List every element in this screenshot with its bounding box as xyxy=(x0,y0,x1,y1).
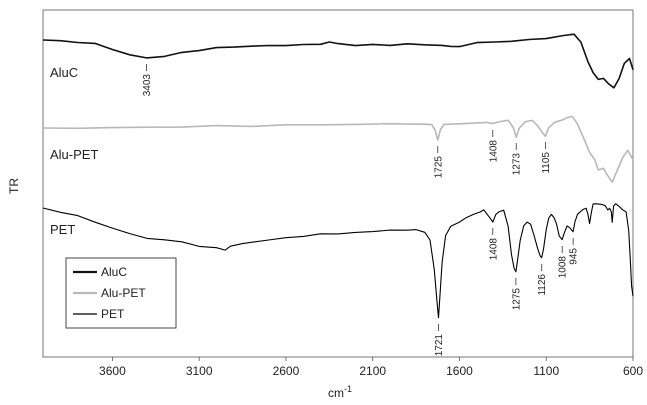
legend-items: AluC Alu-PET PET xyxy=(73,265,146,321)
peak-label: 1008 xyxy=(558,256,569,279)
x-tick-label: 3100 xyxy=(186,364,213,378)
legend-label: PET xyxy=(101,307,125,321)
series-label: PET xyxy=(50,222,75,237)
series-group xyxy=(42,33,634,319)
x-tick-label: 1100 xyxy=(533,364,559,378)
series-labels: AluC Alu-PET PET xyxy=(50,65,98,237)
peak-label: 1408 xyxy=(488,238,499,261)
peak-label: 1126 xyxy=(537,274,548,296)
peak-label: 1721 xyxy=(434,334,445,357)
series-line-aluc xyxy=(42,33,634,89)
legend-label: AluC xyxy=(101,265,127,279)
x-axis-title: cm-1 xyxy=(328,384,352,400)
series-label: AluC xyxy=(50,65,78,80)
y-axis-title: TR xyxy=(7,178,21,194)
peak-label: 945 xyxy=(569,248,580,265)
legend-label: Alu-PET xyxy=(101,286,146,300)
peak-label: 1725 xyxy=(433,156,444,179)
x-tick-label: 600 xyxy=(623,364,643,378)
x-tick-label: 3600 xyxy=(99,364,126,378)
x-tick-labels: 3600 3100 2600 2100 1600 1100 600 xyxy=(99,364,643,378)
peak-annotations: 3403 1725 1408 1273 1105 1721 1408 1275 1126 1008… xyxy=(142,64,580,356)
peak-label: 1273 xyxy=(512,153,523,176)
x-axis-title-superscript: -1 xyxy=(344,384,352,394)
x-tick-label: 2600 xyxy=(273,364,300,378)
series-line-alupet xyxy=(42,115,634,183)
legend: AluC Alu-PET PET xyxy=(65,257,177,329)
x-ticks xyxy=(112,357,634,361)
peak-label: 1408 xyxy=(488,140,499,163)
peak-label: 1275 xyxy=(511,288,522,311)
peak-label: 1105 xyxy=(541,152,552,174)
series-line-pet xyxy=(42,203,634,319)
x-axis-title-unit: cm xyxy=(328,386,344,400)
legend-box xyxy=(65,257,177,329)
series-label: Alu-PET xyxy=(50,147,98,162)
plot-frame xyxy=(42,9,634,358)
peak-label: 3403 xyxy=(142,74,153,97)
x-tick-label: 1600 xyxy=(446,364,473,378)
plot-area xyxy=(42,9,634,358)
x-axis: 3600 3100 2600 2100 1600 1100 600 cm-1 xyxy=(99,357,643,400)
x-tick-label: 2100 xyxy=(359,364,386,378)
